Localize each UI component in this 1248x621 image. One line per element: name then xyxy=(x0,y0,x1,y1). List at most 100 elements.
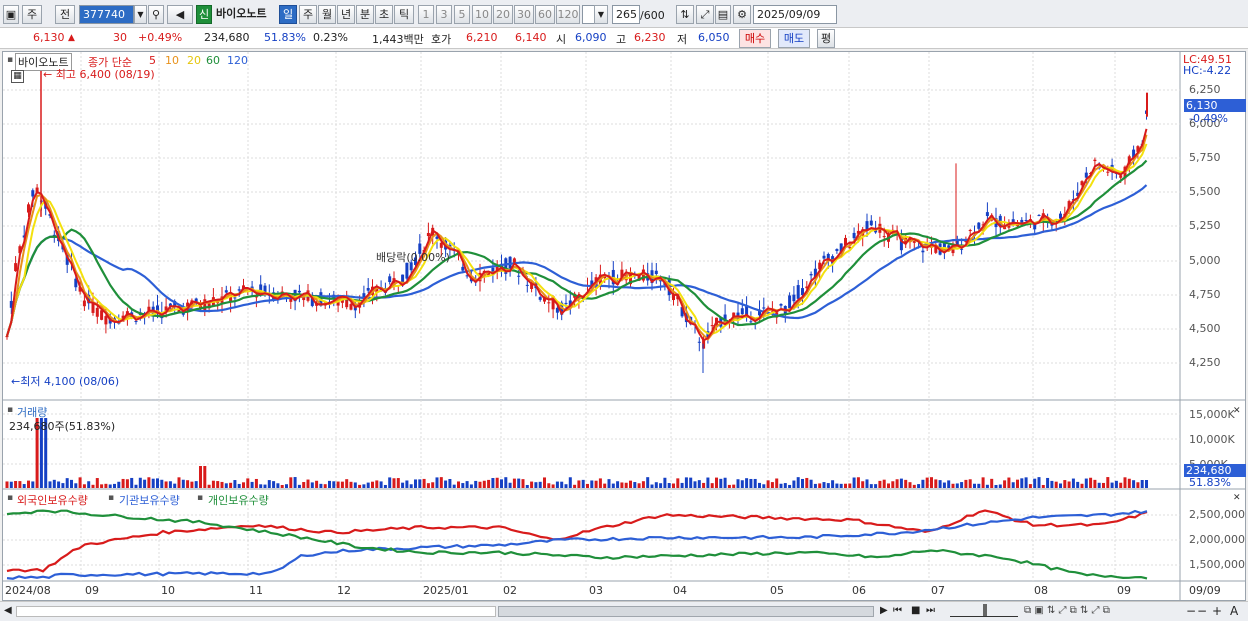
volume-bar xyxy=(57,481,61,488)
search-icon[interactable]: ⚲ xyxy=(148,5,164,24)
volume-bar xyxy=(654,482,658,488)
sound-icon[interactable]: ◀ xyxy=(167,5,193,24)
candle-body xyxy=(461,266,465,271)
x-label-09: 09 xyxy=(85,584,99,597)
candle-body xyxy=(874,230,878,233)
interval-30[interactable]: 30 xyxy=(514,5,534,24)
volume-bar xyxy=(1016,479,1019,488)
tab-period-second[interactable]: 초 xyxy=(375,5,393,24)
zoom-slider[interactable] xyxy=(950,605,1018,617)
interval-3[interactable]: 3 xyxy=(436,5,452,24)
volume-bar xyxy=(1136,482,1140,488)
chart-layout-icon[interactable]: ▣ xyxy=(3,5,19,24)
volume-bar xyxy=(1110,482,1114,488)
interval-120[interactable]: 120 xyxy=(556,5,580,24)
volume-bar xyxy=(78,477,82,488)
candle-body xyxy=(508,256,512,269)
interval-dropdown-icon[interactable]: ▼ xyxy=(594,5,608,24)
candle-body xyxy=(254,296,258,298)
tab-period-year[interactable]: 년 xyxy=(337,5,355,24)
candle-body xyxy=(95,307,99,317)
interval-5[interactable]: 5 xyxy=(454,5,470,24)
market-select[interactable]: 주 xyxy=(22,5,42,24)
volume-bar xyxy=(947,480,951,488)
buy-button[interactable]: 매수 xyxy=(739,29,771,48)
scroll-thumb[interactable] xyxy=(498,606,874,617)
tab-period-day[interactable]: 일 xyxy=(279,5,297,24)
candle-body xyxy=(921,250,925,253)
volume-bar xyxy=(469,484,473,488)
zoom-slider-handle[interactable] xyxy=(983,604,987,616)
stock-code-input[interactable]: 377740 xyxy=(79,5,134,24)
tool-icons[interactable]: ⧉ ▣ ⇅ ⤢ ⧉ ⇅ ⤢ ⧉ xyxy=(1024,605,1110,616)
grid-toggle-icon[interactable]: ▦ xyxy=(11,70,24,83)
volume-bar xyxy=(676,478,680,488)
draw-tool-icon[interactable]: ⤢ xyxy=(696,5,714,24)
volume-bar xyxy=(620,482,624,488)
volume-bar xyxy=(753,478,757,488)
volume-bar xyxy=(306,479,310,488)
candle-body xyxy=(547,302,551,304)
font-size-icon[interactable]: A xyxy=(1230,604,1239,618)
count-input[interactable]: 265 xyxy=(612,5,640,24)
chart-canvas[interactable] xyxy=(3,52,1245,600)
save-icon[interactable]: ▤ xyxy=(715,5,731,24)
tab-period-tick[interactable]: 틱 xyxy=(394,5,414,24)
volume-bar xyxy=(104,483,108,488)
chart-type-icon[interactable]: ⇅ xyxy=(676,5,694,24)
tab-period-minute[interactable]: 분 xyxy=(356,5,374,24)
candle-body xyxy=(263,285,267,295)
rewind-icon[interactable]: ⏮ xyxy=(893,605,902,616)
chart-area[interactable]: ▪ 바이오노트 종가 단순 5 10 20 60 120 ▦ ← 최고 6,40… xyxy=(2,51,1246,601)
volume-bar xyxy=(706,477,710,488)
volume-bar xyxy=(302,482,306,488)
interval-10[interactable]: 10 xyxy=(472,5,492,24)
candle-body xyxy=(805,286,809,289)
gear-icon[interactable]: ⚙ xyxy=(733,5,751,24)
candle-body xyxy=(100,310,104,320)
scroll-track[interactable] xyxy=(16,606,496,617)
interval-60[interactable]: 60 xyxy=(535,5,555,24)
candle-body xyxy=(835,249,839,251)
fast-forward-icon[interactable]: ⏭ xyxy=(926,605,935,616)
volume-bar xyxy=(285,484,288,488)
zoom-out-icon[interactable]: − xyxy=(1186,604,1197,618)
tab-period-month[interactable]: 월 xyxy=(318,5,336,24)
sell-button[interactable]: 매도 xyxy=(778,29,810,48)
stop-icon[interactable]: ■ xyxy=(911,605,921,616)
date-input[interactable]: 2025/09/09 xyxy=(753,5,837,24)
candle-body xyxy=(672,294,675,301)
volume-bar xyxy=(1080,483,1084,488)
tab-period-week[interactable]: 주 xyxy=(299,5,317,24)
holding-panel-close-icon[interactable]: ✕ xyxy=(1233,493,1241,503)
interval-20[interactable]: 20 xyxy=(493,5,513,24)
institution-holding-line xyxy=(6,509,1148,580)
interval-1[interactable]: 1 xyxy=(418,5,434,24)
candle-body xyxy=(856,230,860,234)
volume-bar xyxy=(328,480,331,488)
code-dropdown-icon[interactable]: ▼ xyxy=(134,5,147,24)
minus-icon[interactable]: − xyxy=(1197,604,1208,618)
prev-button[interactable]: 전 xyxy=(55,5,75,24)
volume-bar xyxy=(319,483,323,488)
candle-body xyxy=(491,267,495,276)
volume-bar xyxy=(414,479,417,488)
y-tick-5250: 5,250 xyxy=(1189,219,1221,232)
ma-120-line xyxy=(5,184,1148,337)
candle-body xyxy=(512,258,516,263)
volume-bar xyxy=(61,483,65,488)
y-tick-5500: 5,500 xyxy=(1189,185,1221,198)
scroll-right-icon[interactable]: ▶ xyxy=(880,605,888,616)
volume-bar xyxy=(1076,481,1080,488)
volume-bar xyxy=(633,482,637,488)
volume-bar xyxy=(211,480,215,488)
volume-bar xyxy=(543,477,546,488)
candle-body xyxy=(637,274,641,281)
volume-bar xyxy=(960,482,964,488)
volume-bar xyxy=(418,479,422,488)
zoom-in-icon[interactable]: + xyxy=(1212,604,1223,618)
avg-button[interactable]: 평 xyxy=(817,29,835,48)
scroll-left-icon[interactable]: ◀ xyxy=(4,605,12,616)
volume-panel-close-icon[interactable]: ✕ xyxy=(1233,406,1241,416)
x-label-05: 05 xyxy=(770,584,784,597)
